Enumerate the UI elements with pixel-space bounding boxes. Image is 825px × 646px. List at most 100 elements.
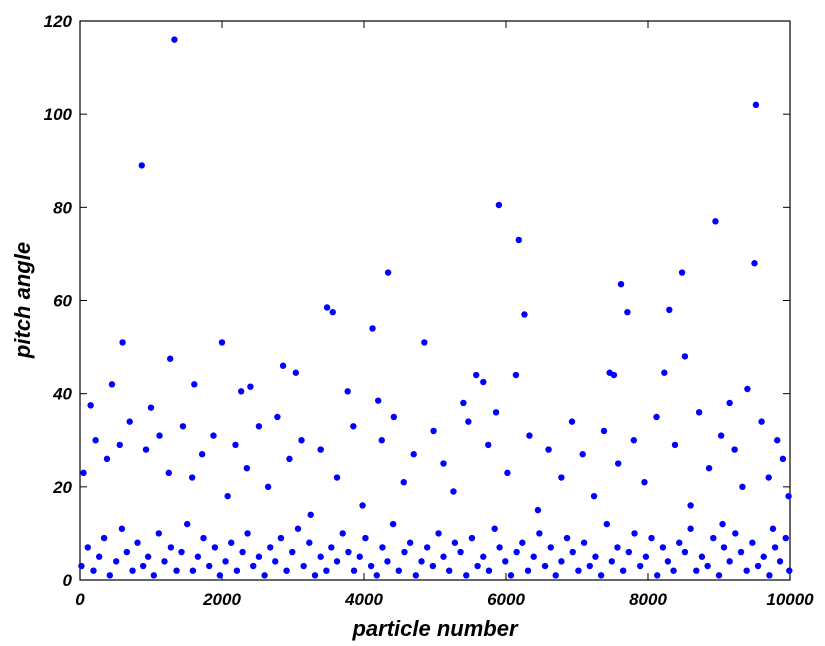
point — [222, 558, 229, 565]
point — [113, 558, 120, 565]
point — [87, 402, 94, 409]
point — [184, 520, 191, 528]
point — [450, 488, 457, 495]
point — [485, 441, 492, 449]
point — [300, 562, 307, 570]
point — [664, 558, 672, 565]
point — [630, 437, 637, 444]
point — [575, 567, 582, 574]
y-tick-label: 20 — [52, 478, 72, 497]
point — [681, 548, 689, 556]
point — [541, 562, 549, 570]
point — [785, 492, 792, 500]
x-tick-label: 4000 — [344, 590, 383, 609]
point — [568, 418, 576, 425]
point — [375, 397, 382, 404]
point — [139, 562, 147, 570]
point — [440, 460, 447, 467]
point — [726, 399, 733, 407]
point — [704, 562, 711, 570]
point — [210, 432, 217, 439]
point — [631, 530, 638, 537]
point — [289, 548, 296, 556]
point — [142, 446, 150, 453]
x-tick-label: 6000 — [487, 590, 525, 609]
point — [206, 562, 213, 570]
point — [536, 530, 543, 537]
point — [676, 539, 683, 546]
point — [328, 544, 335, 551]
point — [659, 544, 667, 551]
point — [717, 432, 725, 439]
point — [123, 548, 131, 556]
point — [307, 511, 314, 518]
point — [712, 218, 719, 225]
point — [597, 572, 605, 579]
point — [590, 492, 598, 500]
point — [451, 539, 459, 546]
point — [116, 441, 123, 449]
point — [435, 530, 442, 537]
point — [329, 308, 336, 316]
point — [323, 304, 331, 311]
point — [255, 553, 263, 560]
point — [558, 558, 565, 565]
point — [395, 567, 402, 574]
point — [440, 553, 447, 560]
point — [758, 418, 765, 425]
point — [457, 548, 464, 556]
point — [317, 553, 324, 560]
point — [155, 530, 163, 537]
point — [279, 362, 287, 369]
point — [771, 544, 779, 551]
point — [84, 544, 92, 551]
point — [779, 455, 787, 463]
point — [191, 381, 198, 388]
point — [687, 525, 694, 532]
x-tick-label: 10000 — [766, 590, 814, 609]
point — [492, 409, 500, 416]
y-tick-label: 0 — [63, 571, 73, 590]
point — [198, 451, 206, 458]
point — [339, 530, 346, 537]
point — [237, 388, 245, 395]
point — [272, 558, 279, 565]
point — [765, 474, 772, 481]
point — [495, 201, 503, 209]
point — [463, 572, 470, 579]
point — [167, 544, 175, 551]
point — [147, 404, 155, 411]
point — [378, 437, 385, 444]
point — [719, 520, 726, 528]
point — [614, 460, 622, 467]
point — [592, 553, 599, 560]
point — [166, 355, 174, 362]
point — [480, 378, 487, 386]
point — [769, 525, 777, 532]
point — [603, 520, 611, 528]
point — [410, 451, 417, 458]
point — [390, 413, 398, 421]
point — [636, 562, 644, 570]
point — [625, 548, 633, 556]
point — [744, 385, 751, 393]
point — [80, 469, 87, 477]
point — [194, 553, 202, 560]
point — [614, 544, 621, 551]
point — [243, 465, 251, 472]
point — [369, 325, 376, 332]
point — [698, 553, 706, 560]
point — [521, 311, 528, 318]
point — [641, 478, 648, 486]
point — [732, 530, 739, 537]
point — [161, 558, 168, 565]
point — [774, 437, 781, 444]
point — [274, 413, 281, 421]
point — [92, 437, 99, 444]
point — [228, 539, 235, 546]
point — [323, 567, 330, 574]
point — [526, 432, 533, 439]
point — [261, 572, 268, 579]
point — [264, 483, 272, 491]
point — [552, 572, 559, 579]
